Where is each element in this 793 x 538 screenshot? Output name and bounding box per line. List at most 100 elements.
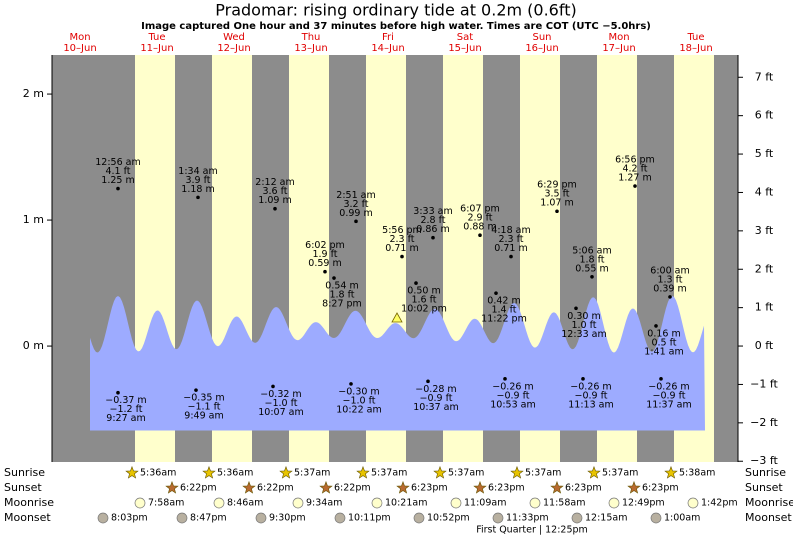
tide-dot — [349, 382, 353, 386]
sun-icon — [202, 465, 216, 479]
tide-time: 6:07 pm — [460, 204, 500, 215]
tide-height-m: 1.25 m — [101, 175, 134, 186]
tide-height-ft: 1.3 ft — [657, 274, 682, 285]
sun-icon — [433, 465, 447, 479]
y2-tick-label: −3 ft — [750, 454, 778, 467]
tide-dot — [431, 235, 435, 240]
row-time: 6:22pm — [257, 483, 294, 494]
tide-time: 2:12 am — [255, 177, 294, 188]
tide-height-m: 0.88 m — [463, 222, 496, 233]
tide-dot — [116, 186, 120, 191]
tide-height-m: 0.99 m — [339, 208, 372, 219]
row-time: 8:03pm — [111, 513, 148, 524]
tide-dot — [332, 276, 336, 280]
row-time: 5:38am — [679, 468, 715, 479]
tide-dot — [271, 384, 275, 389]
tide-height-ft: −0.9 ft — [420, 393, 453, 404]
tide-height-m: 0.86 m — [416, 224, 449, 235]
row-time: 7:58am — [148, 498, 184, 509]
row-time: 8:47pm — [190, 513, 227, 524]
tide-time: 6:02 pm — [305, 240, 345, 251]
row-time: 12:49pm — [622, 498, 665, 509]
tide-height-m: −0.26 m — [492, 381, 533, 392]
moon-icon — [450, 497, 462, 509]
y-tick-label: 0 m — [23, 339, 44, 352]
sun-icon — [627, 480, 641, 494]
moon-icon — [134, 497, 146, 509]
tide-time: 12:33 am — [561, 329, 606, 340]
moon-icon — [413, 512, 425, 524]
tide-dot — [400, 254, 404, 259]
tide-height-ft: 1.4 ft — [491, 305, 516, 316]
row-label-right: Sunset — [745, 481, 783, 494]
day-label: Sun — [532, 32, 551, 43]
tide-time: 3:33 am — [413, 206, 452, 217]
y2-tick-label: 2 ft — [755, 262, 774, 275]
row-time: 10:11pm — [348, 513, 391, 524]
sun-icon — [664, 465, 678, 479]
date-label: 18–Jun — [679, 43, 712, 54]
tide-height-ft: 3.6 ft — [262, 186, 287, 197]
tide-height-m: −0.35 m — [183, 393, 224, 404]
tide-height-ft: 3.2 ft — [343, 199, 368, 210]
sun-icon — [550, 480, 564, 494]
row-label-right: Moonset — [745, 511, 792, 524]
row-time: 6:23pm — [642, 483, 679, 494]
tide-time: 10:53 am — [490, 399, 535, 410]
moon-icon — [650, 512, 662, 524]
tide-height-m: 0.71 m — [385, 243, 418, 254]
date-label: 14–Jun — [371, 43, 404, 54]
date-label: 11–Jun — [140, 43, 173, 54]
row-time: 5:36am — [217, 468, 253, 479]
tide-height-ft: 3.5 ft — [544, 189, 569, 200]
row-time: 5:37am — [294, 468, 330, 479]
tide-dot — [494, 291, 498, 295]
current-marker — [391, 312, 403, 323]
row-time: 5:37am — [371, 468, 407, 479]
chart-title: Pradomar: rising ordinary tide at 0.2m (… — [215, 1, 576, 20]
tide-dot — [426, 379, 430, 384]
tide-time: 12:56 am — [95, 157, 140, 168]
tide-height-m: 1.18 m — [181, 184, 214, 195]
tide-height-m: 0.54 m — [325, 281, 358, 292]
row-time: 9:34am — [306, 498, 342, 509]
tide-time: 1:34 am — [178, 166, 217, 177]
moon-icon — [529, 497, 541, 509]
row-time: 6:22pm — [334, 483, 371, 494]
row-time: 8:46am — [227, 498, 263, 509]
tide-height-m: 0.30 m — [567, 311, 600, 322]
tide-time: 6:00 am — [650, 265, 689, 276]
y2-tick-label: 4 ft — [755, 185, 774, 198]
date-label: 16–Jun — [525, 43, 558, 54]
sun-icon — [125, 465, 139, 479]
tide-height-m: 0.59 m — [308, 258, 341, 269]
tide-dot — [509, 254, 513, 259]
date-label: 17–Jun — [602, 43, 635, 54]
moon-icon — [571, 512, 583, 524]
moon-icon — [608, 497, 620, 509]
sun-icon — [165, 480, 179, 494]
tide-height-ft: 1.8 ft — [329, 290, 354, 301]
sun-icon — [473, 480, 487, 494]
sun-icon — [279, 465, 293, 479]
tide-height-m: 0.42 m — [487, 296, 520, 307]
sun-icon — [356, 465, 370, 479]
tide-time: 11:37 am — [646, 399, 691, 410]
row-time: 1:42pm — [701, 498, 738, 509]
row-time: 6:23pm — [411, 483, 448, 494]
sun-icon — [319, 480, 333, 494]
tide-height-ft: 2.9 ft — [467, 213, 492, 224]
tide-height-ft: 1.0 ft — [571, 320, 596, 331]
tide-height-m: 0.39 m — [653, 283, 686, 294]
y2-tick-label: 0 ft — [755, 339, 774, 352]
row-time: 10:21am — [385, 498, 427, 509]
moon-phase: First Quarter | 12:25pm — [476, 525, 588, 536]
row-time: 5:37am — [525, 468, 561, 479]
moon-icon — [371, 497, 383, 509]
tide-height-ft: 2.3 ft — [498, 234, 523, 245]
date-label: 13–Jun — [294, 43, 327, 54]
tide-dot — [194, 388, 198, 392]
row-time: 6:22pm — [180, 483, 217, 494]
tide-dot — [581, 377, 585, 381]
